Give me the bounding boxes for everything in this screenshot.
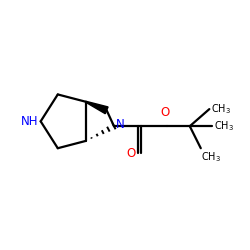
Text: O: O: [126, 146, 136, 160]
Text: NH: NH: [21, 115, 38, 128]
Text: CH$_3$: CH$_3$: [214, 119, 234, 133]
Text: O: O: [161, 106, 170, 120]
Text: CH$_3$: CH$_3$: [201, 151, 221, 164]
Text: N: N: [116, 118, 125, 132]
Polygon shape: [86, 101, 108, 114]
Text: CH$_3$: CH$_3$: [211, 102, 231, 116]
